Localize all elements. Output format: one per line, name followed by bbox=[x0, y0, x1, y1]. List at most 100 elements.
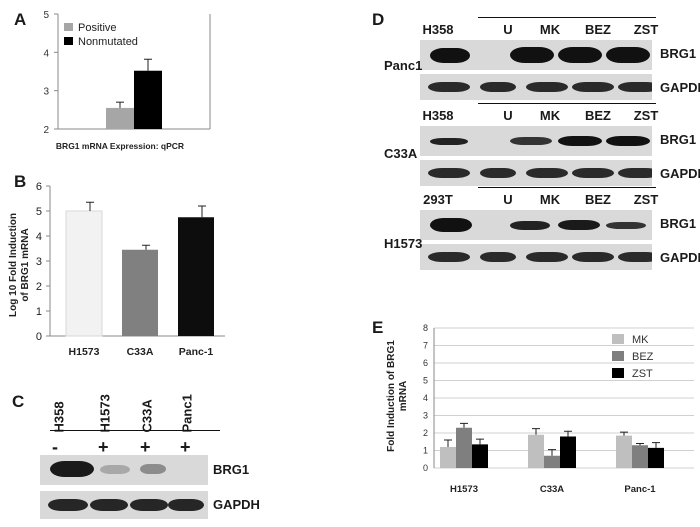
bar-panc-1 bbox=[178, 217, 214, 336]
band bbox=[572, 82, 614, 92]
y-axis-label: Fold Induction of BRG1mRNA bbox=[386, 340, 409, 452]
y-tick-label: 2 bbox=[423, 428, 428, 438]
band bbox=[100, 465, 130, 474]
bar-zst bbox=[560, 436, 576, 468]
y-axis-label-line: Log 10 Fold Induction bbox=[8, 213, 19, 317]
panel-c-blot-gapdh bbox=[40, 491, 208, 519]
band bbox=[428, 168, 470, 178]
x-tick-label: Panc-1 bbox=[179, 346, 214, 358]
legend-swatch bbox=[64, 23, 73, 31]
y-tick-label: 3 bbox=[36, 256, 42, 268]
x-tick-label: H1573 bbox=[450, 484, 478, 495]
chart-b: 0 1 2 3 4 5 6 H1573 C33A Panc-1 Log 10 Fold Induct… bbox=[8, 181, 225, 358]
panel-d-letter: D bbox=[372, 10, 385, 29]
legend-label: Nonmutated bbox=[78, 36, 138, 48]
blot-brg1 bbox=[420, 40, 652, 70]
blot-gapdh bbox=[420, 74, 652, 100]
band bbox=[168, 499, 204, 511]
x-tick-label: H1573 bbox=[69, 346, 100, 358]
lane-divider bbox=[478, 103, 656, 104]
band bbox=[526, 82, 568, 92]
panel-b-letter: B bbox=[14, 172, 27, 191]
lane-label: ZST bbox=[633, 192, 659, 207]
band bbox=[606, 136, 650, 146]
bar-positive bbox=[106, 107, 134, 129]
blot-label-brg1: BRG1 bbox=[660, 132, 697, 147]
x-axis-label: BRG1 mRNA Expression: qPCR bbox=[56, 141, 184, 151]
y-tick-label: 0 bbox=[36, 331, 42, 343]
legend-label: BEZ bbox=[632, 351, 654, 363]
y-tick-label: 3 bbox=[423, 411, 428, 421]
lane-label: U bbox=[503, 192, 513, 207]
band bbox=[618, 82, 652, 92]
legend-label: ZST bbox=[632, 368, 653, 380]
lane-label: ZST bbox=[633, 22, 659, 37]
blot-label-gapdh: GAPDH bbox=[660, 80, 700, 95]
band bbox=[526, 168, 568, 178]
lane-label: BEZ bbox=[585, 22, 611, 37]
y-tick-label: 4 bbox=[423, 393, 428, 403]
cell-line-label: C33A bbox=[384, 146, 418, 161]
lane-label: MK bbox=[539, 22, 561, 37]
treatment-sign: + bbox=[98, 437, 109, 457]
bar-bez bbox=[456, 427, 472, 468]
band bbox=[428, 82, 470, 92]
y-tick-label: 5 bbox=[423, 376, 428, 386]
y-tick-label: 5 bbox=[43, 10, 49, 21]
legend-label: MK bbox=[632, 334, 649, 346]
panel-c-lanes: H358 - H1573 + C33A + Panc1 + bbox=[40, 378, 220, 457]
blot-label-gapdh: GAPDH bbox=[660, 250, 700, 265]
bar-mk bbox=[528, 434, 544, 468]
band bbox=[558, 220, 600, 230]
y-tick-label: 2 bbox=[43, 125, 49, 136]
legend-swatch bbox=[612, 368, 624, 378]
lane-label: U bbox=[503, 22, 513, 37]
blot-label-gapdh: GAPDH bbox=[660, 166, 700, 181]
band bbox=[606, 47, 650, 63]
bar-zst bbox=[648, 447, 664, 468]
lane-label: MK bbox=[539, 108, 561, 123]
band bbox=[480, 82, 516, 92]
band bbox=[572, 252, 614, 262]
x-tick-label: C33A bbox=[127, 346, 154, 358]
band bbox=[510, 47, 554, 63]
panel-c-label-gapdh: GAPDH bbox=[213, 497, 260, 512]
cell-line-label: H1573 bbox=[384, 236, 423, 251]
bar-mk bbox=[616, 435, 632, 468]
lane-label: BEZ bbox=[585, 108, 611, 123]
bar-nonmutated bbox=[134, 70, 162, 129]
band bbox=[430, 47, 470, 63]
lane-label: BEZ bbox=[585, 192, 611, 207]
lane-label: H358 bbox=[422, 108, 454, 123]
chart-a: 2 3 4 5 Positive Nonmutated BRG1 mRNA Expressi… bbox=[43, 10, 211, 151]
bar-bez bbox=[632, 445, 648, 468]
lane-label: H358 bbox=[51, 401, 67, 433]
bar-c33a bbox=[122, 249, 158, 336]
y-tick-label: 6 bbox=[36, 181, 42, 193]
y-axis-label-line: Fold Induction of BRG1 bbox=[386, 340, 397, 452]
lane-label: Panc1 bbox=[179, 394, 195, 433]
panel-c-blot-brg1 bbox=[40, 455, 208, 485]
panel-a-letter: A bbox=[14, 10, 27, 29]
y-axis-label: Log 10 Fold Inductionof BRG1 mRNA bbox=[8, 213, 31, 317]
lane-label: H358 bbox=[422, 22, 454, 37]
band bbox=[510, 220, 550, 230]
panel-c-label-brg1: BRG1 bbox=[213, 462, 250, 477]
y-tick-label: 2 bbox=[36, 281, 42, 293]
y-tick-label: 0 bbox=[423, 463, 428, 473]
band bbox=[50, 461, 94, 477]
bar-h1573 bbox=[65, 210, 103, 337]
y-tick-label: 6 bbox=[423, 358, 428, 368]
treatment-sign: + bbox=[180, 437, 191, 457]
y-tick-label: 1 bbox=[423, 446, 428, 456]
lane-label: H1573 bbox=[97, 394, 113, 433]
legend-label: Positive bbox=[78, 22, 117, 34]
x-tick-label: C33A bbox=[540, 484, 564, 495]
legend-swatch bbox=[612, 334, 624, 344]
lane-divider bbox=[478, 17, 656, 18]
y-tick-label: 1 bbox=[36, 306, 42, 318]
bar-mk bbox=[440, 447, 456, 468]
band bbox=[480, 168, 516, 178]
blot-gapdh bbox=[420, 244, 652, 270]
lane-label: 293T bbox=[423, 192, 453, 207]
